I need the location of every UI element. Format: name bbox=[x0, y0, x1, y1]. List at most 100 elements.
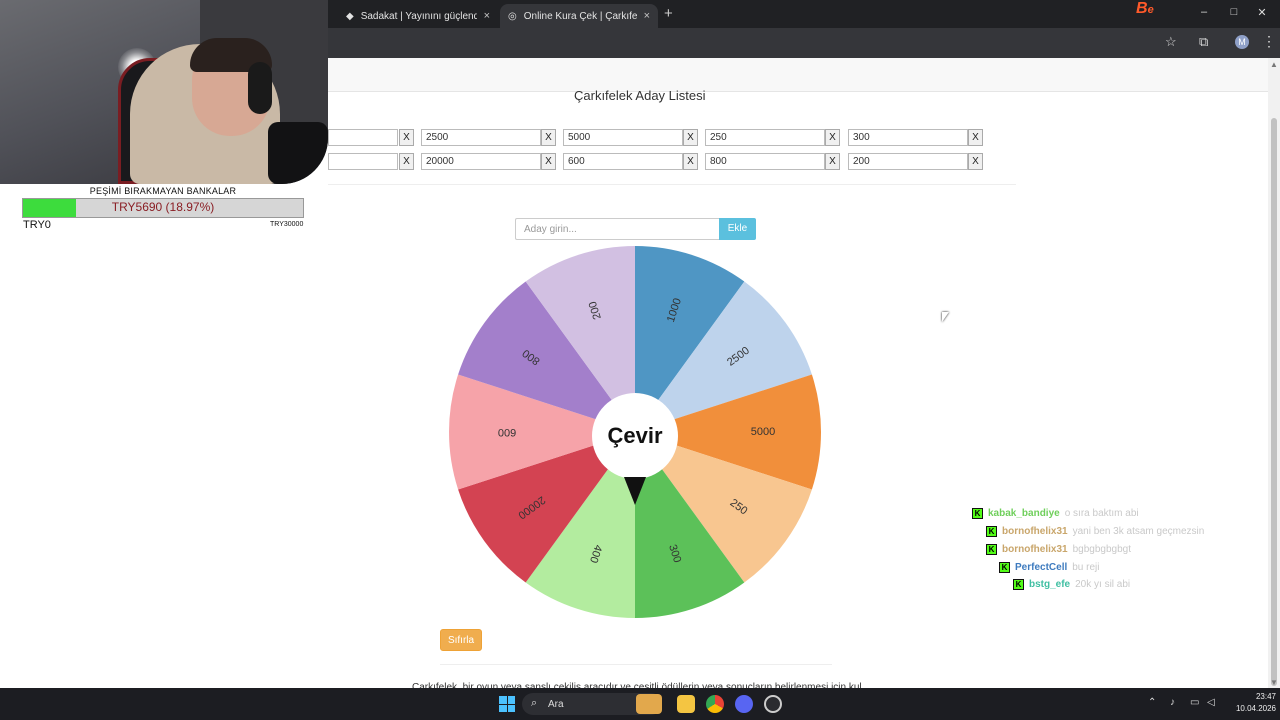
scroll-down-icon[interactable]: ▼ bbox=[1270, 678, 1278, 687]
remove-candidate-button[interactable]: X bbox=[541, 129, 556, 146]
chat-username: kabak_bandiye bbox=[988, 507, 1060, 519]
candidate-input[interactable]: 300 bbox=[848, 129, 968, 146]
donation-goal-fill bbox=[23, 199, 77, 217]
app-icon[interactable] bbox=[764, 695, 782, 713]
chat-message: K bornofhelix31 bgbgbgbgbgt bbox=[986, 542, 1131, 556]
footer-description: Çarkıfelek, bir oyun veya şanslı çekiliş… bbox=[412, 682, 862, 689]
headset-icon bbox=[248, 62, 272, 114]
remove-candidate-button[interactable]: X bbox=[968, 153, 983, 170]
remove-candidate-button[interactable]: X bbox=[541, 153, 556, 170]
extensions-icon[interactable]: ⧉ bbox=[1199, 34, 1209, 49]
candidate-input[interactable]: 250 bbox=[705, 129, 825, 146]
candidate-name-input[interactable]: Aday girin... bbox=[515, 218, 720, 240]
browser-tab[interactable]: ◆ Sadakat | Yayınını güçlendirmek × bbox=[338, 4, 498, 28]
minimize-button[interactable]: – bbox=[1200, 6, 1208, 18]
browser-tab-active[interactable]: ◎ Online Kura Çek | Çarkıfelek × bbox=[500, 4, 658, 28]
candidate-input[interactable] bbox=[328, 153, 398, 170]
add-candidate-button[interactable]: Ekle bbox=[719, 218, 756, 240]
kick-badge-icon: K bbox=[972, 507, 983, 519]
remove-candidate-button[interactable]: X bbox=[683, 129, 698, 146]
wheel-segment-label: 200 bbox=[587, 300, 604, 321]
wheel-pointer-icon bbox=[624, 477, 646, 505]
remove-candidate-button[interactable]: X bbox=[399, 129, 414, 146]
chat-username: PerfectCell bbox=[1015, 561, 1068, 573]
bookmark-star-icon[interactable]: ☆ bbox=[1165, 34, 1177, 49]
candidate-input[interactable]: 200 bbox=[848, 153, 968, 170]
wheel-segment bbox=[449, 374, 635, 490]
spin-button[interactable]: Çevir bbox=[592, 393, 678, 479]
chat-text: bu reji bbox=[1072, 561, 1100, 573]
tab-close-icon[interactable]: × bbox=[483, 10, 490, 22]
wheel-segment-label: 400 bbox=[587, 543, 604, 564]
wheel-segment bbox=[635, 432, 812, 583]
wheel-segment-label: 300 bbox=[666, 543, 683, 564]
volume-icon[interactable]: ◁ bbox=[1207, 697, 1215, 708]
wheel-segment bbox=[525, 432, 635, 618]
candidate-input[interactable]: 2500 bbox=[421, 129, 541, 146]
tray-overflow-icon[interactable]: ⌃ bbox=[1148, 697, 1157, 708]
tab-favicon-icon: ◎ bbox=[508, 10, 517, 22]
reset-button[interactable]: Sıfırla bbox=[440, 629, 482, 651]
search-icon: ⌕ bbox=[531, 697, 538, 709]
kick-badge-icon: K bbox=[986, 543, 997, 555]
remove-candidate-button[interactable]: X bbox=[825, 153, 840, 170]
donation-goal-title: PEŞİMİ BIRAKMAYAN BANKALAR bbox=[89, 186, 237, 196]
chat-message: K bornofhelix31 yani ben 3k atsam geçmez… bbox=[986, 524, 1204, 538]
microphone-icon bbox=[268, 122, 328, 184]
new-tab-button[interactable]: + bbox=[664, 5, 673, 22]
profile-avatar[interactable]: M bbox=[1235, 35, 1249, 49]
donation-goal-bar bbox=[22, 198, 304, 218]
chat-username: bornofhelix31 bbox=[1002, 543, 1068, 555]
remove-candidate-button[interactable]: X bbox=[968, 129, 983, 146]
windows-start-icon[interactable] bbox=[499, 696, 515, 712]
wheel-segment bbox=[635, 281, 812, 432]
search-highlight-icon bbox=[636, 694, 662, 714]
candidate-input[interactable]: 800 bbox=[705, 153, 825, 170]
window-close-button[interactable]: ✕ bbox=[1257, 7, 1267, 19]
candidate-input[interactable] bbox=[328, 129, 398, 146]
browser-menu-icon[interactable]: ⋮ bbox=[1262, 33, 1276, 49]
chat-message: K kabak_bandiye o sıra baktım abi bbox=[972, 506, 1139, 520]
microphone-tray-icon[interactable]: ♪ bbox=[1170, 697, 1175, 708]
tab-close-icon[interactable]: × bbox=[643, 10, 650, 22]
candidate-input[interactable]: 20000 bbox=[421, 153, 541, 170]
wheel-segment-label: 600 bbox=[498, 426, 516, 438]
maximize-button[interactable]: □ bbox=[1230, 6, 1238, 18]
scrollbar-thumb[interactable] bbox=[1271, 118, 1277, 686]
clock-date[interactable]: 10.04.2026 bbox=[1235, 704, 1276, 713]
donation-goal-max: TRY30000 bbox=[270, 221, 304, 228]
kick-badge-icon: K bbox=[1013, 578, 1024, 590]
chrome-icon[interactable] bbox=[706, 695, 724, 713]
remove-candidate-button[interactable]: X bbox=[399, 153, 414, 170]
wheel-segment-label: 5000 bbox=[751, 426, 775, 438]
network-icon[interactable]: ▭ bbox=[1190, 697, 1200, 708]
wheel-segment bbox=[635, 432, 745, 618]
wheel-segment bbox=[458, 432, 635, 583]
divider bbox=[328, 184, 1016, 185]
wheel-segment bbox=[635, 246, 745, 432]
tab-favicon-icon: ◆ bbox=[346, 10, 354, 22]
discord-icon[interactable] bbox=[735, 695, 753, 713]
remove-candidate-button[interactable]: X bbox=[683, 153, 698, 170]
candidate-input[interactable]: 600 bbox=[563, 153, 683, 170]
brand-logo: Be bbox=[1136, 0, 1154, 17]
chat-message: K PerfectCell bu reji bbox=[999, 560, 1100, 574]
kick-badge-icon: K bbox=[986, 525, 997, 537]
taskbar-search[interactable] bbox=[522, 693, 662, 715]
kick-badge-icon: K bbox=[999, 561, 1010, 573]
divider bbox=[440, 664, 832, 665]
mouse-cursor-icon bbox=[942, 312, 949, 322]
wheel-segment bbox=[635, 374, 821, 490]
chat-text: bgbgbgbgbgt bbox=[1072, 543, 1131, 555]
file-explorer-icon[interactable] bbox=[677, 695, 695, 713]
scroll-up-icon[interactable]: ▲ bbox=[1270, 60, 1278, 69]
site-navbar bbox=[328, 58, 1268, 92]
donation-goal-min: TRY0 bbox=[23, 219, 51, 231]
candidate-input[interactable]: 5000 bbox=[563, 129, 683, 146]
tab-title: Online Kura Çek | Çarkıfelek bbox=[523, 10, 637, 22]
remove-candidate-button[interactable]: X bbox=[825, 129, 840, 146]
webcam-overlay bbox=[0, 0, 328, 184]
clock-time[interactable]: 23:47 bbox=[1255, 692, 1276, 701]
tab-title: Sadakat | Yayınını güçlendirmek bbox=[360, 10, 477, 22]
